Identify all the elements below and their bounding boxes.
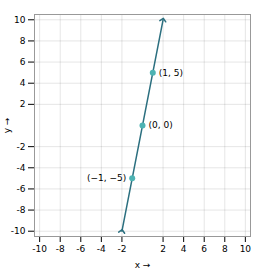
svg-text:-4: -4 — [17, 163, 26, 173]
svg-text:10: 10 — [14, 15, 26, 25]
svg-text:(−1, −5): (−1, −5) — [87, 173, 126, 183]
svg-text:-10: -10 — [32, 244, 47, 254]
svg-text:10: 10 — [240, 244, 252, 254]
svg-text:-8: -8 — [56, 244, 65, 254]
svg-text:(0, 0): (0, 0) — [149, 120, 173, 130]
svg-text:x →: x → — [135, 260, 151, 270]
svg-text:6: 6 — [20, 57, 26, 67]
svg-text:6: 6 — [201, 244, 207, 254]
svg-text:2: 2 — [20, 99, 26, 109]
svg-text:2: 2 — [160, 244, 166, 254]
svg-text:4: 4 — [20, 78, 26, 88]
svg-text:-2: -2 — [17, 142, 26, 152]
svg-text:-10: -10 — [11, 226, 26, 236]
svg-text:-6: -6 — [17, 184, 26, 194]
svg-text:-8: -8 — [17, 205, 26, 215]
svg-text:y →: y → — [2, 117, 12, 133]
svg-text:-2: -2 — [117, 244, 126, 254]
svg-text:-4: -4 — [97, 244, 106, 254]
svg-text:4: 4 — [181, 244, 187, 254]
svg-text:8: 8 — [222, 244, 228, 254]
svg-text:8: 8 — [20, 36, 26, 46]
svg-text:-6: -6 — [76, 244, 85, 254]
svg-text:(1, 5): (1, 5) — [159, 68, 183, 78]
